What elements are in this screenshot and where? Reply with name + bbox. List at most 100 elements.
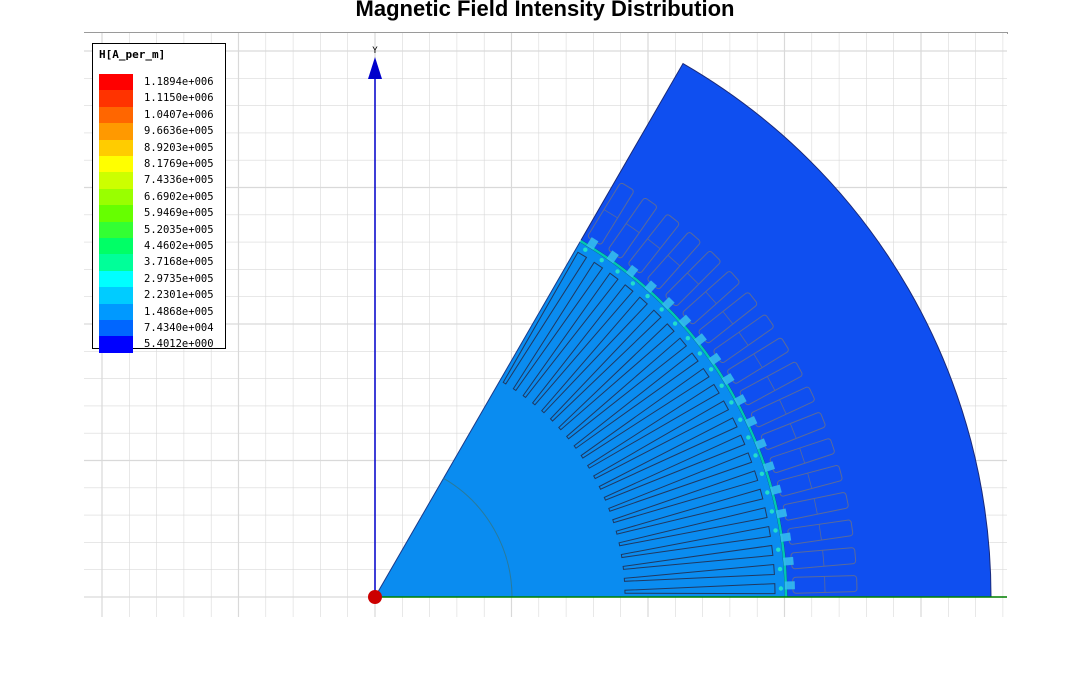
bar-tip-highlight xyxy=(773,528,778,533)
slot-opening xyxy=(661,297,675,310)
legend-value: 2.9735e+005 xyxy=(144,272,214,285)
legend-swatch xyxy=(99,221,133,238)
bar-tip-highlight xyxy=(729,400,734,405)
slot-opening xyxy=(733,394,747,406)
rotor-bar xyxy=(618,507,768,547)
slot-opening xyxy=(780,532,792,542)
stator-slot xyxy=(694,292,758,346)
y-axis-arrowhead xyxy=(368,57,382,79)
legend-value: 8.9203e+005 xyxy=(144,141,214,154)
slot-opening xyxy=(762,461,776,473)
slot-divider xyxy=(766,376,776,391)
rotor-bar xyxy=(624,583,776,595)
legend-swatch xyxy=(99,254,133,271)
bar-tip-highlight xyxy=(769,509,775,514)
rotor-bar xyxy=(522,272,619,399)
color-legend[interactable]: H[A_per_m] 1.1894e+006 1.1150e+006 1.0407e… xyxy=(92,43,226,353)
slot-opening xyxy=(744,415,758,428)
stator-slot xyxy=(754,412,826,450)
field-plot-canvas[interactable]: Y xyxy=(84,33,1007,617)
legend-entry: 5.4012e+000 xyxy=(99,336,225,353)
bar-tip-highlight xyxy=(738,417,743,422)
rotor-bar xyxy=(598,417,738,490)
slot-divider xyxy=(722,311,734,325)
legend-swatch xyxy=(99,238,133,255)
origin-marker xyxy=(368,590,382,604)
legend-swatch xyxy=(99,123,133,140)
legend-title: H[A_per_m] xyxy=(99,48,166,61)
legend-swatch xyxy=(99,172,133,189)
field-plot-viewport[interactable]: Y xyxy=(84,33,1007,617)
stator-slot xyxy=(780,519,854,545)
legend-entry: 9.6636e+005 xyxy=(99,123,225,140)
legend-swatch xyxy=(99,74,133,91)
slot-opening xyxy=(754,438,767,450)
legend-entry: 7.4340e+004 xyxy=(99,320,225,337)
legend-value: 1.4868e+005 xyxy=(144,305,214,318)
rotor-bar xyxy=(565,337,688,440)
bar-tip-highlight xyxy=(685,336,691,341)
bar-tip-highlight xyxy=(583,247,588,252)
bar-tip-highlight xyxy=(645,293,650,299)
legend-value: 8.1769e+005 xyxy=(144,158,214,170)
legend-swatch xyxy=(99,156,133,173)
legend-entry: 7.4336e+005 xyxy=(99,172,225,189)
legend-swatch xyxy=(99,205,133,222)
slot-opening xyxy=(625,264,639,278)
slot-opening xyxy=(783,556,794,566)
slot-divider xyxy=(705,291,717,304)
slot-opening xyxy=(784,581,795,590)
stator-slot xyxy=(770,464,843,497)
legend-swatch xyxy=(99,336,133,353)
bar-tip-highlight xyxy=(746,435,751,440)
bar-tip-highlight xyxy=(753,453,758,458)
shaft-boundary xyxy=(443,477,513,598)
stator-slot xyxy=(644,232,701,294)
slot-opening xyxy=(586,237,599,250)
slot-divider xyxy=(603,209,618,219)
stator-slot xyxy=(625,214,680,278)
legend-swatch xyxy=(99,106,133,124)
rotor-bar xyxy=(531,284,634,406)
rotor-bar xyxy=(623,563,775,582)
bar-tip-highlight xyxy=(659,307,664,312)
slot-divider xyxy=(818,524,822,541)
legend-entry: 8.1769e+005 xyxy=(99,156,225,173)
stator-slots xyxy=(586,182,858,594)
legend-entry: 1.4868e+005 xyxy=(99,303,225,320)
stator-slot xyxy=(744,386,815,428)
rotor-bar xyxy=(502,251,588,385)
legend-value: 1.0407e+006 xyxy=(144,108,214,121)
legend-entry: 1.0407e+006 xyxy=(99,106,225,124)
rotor-bar xyxy=(608,452,753,512)
bar-tip-highlight xyxy=(697,351,703,356)
rotor-bar xyxy=(620,525,771,559)
bar-tip-highlight xyxy=(708,367,714,372)
legend-entry: 4.4602e+005 xyxy=(99,238,225,255)
rotor-bar xyxy=(580,367,710,459)
stator-slot xyxy=(733,361,803,406)
stator-slot xyxy=(783,547,857,570)
slot-divider xyxy=(807,472,813,489)
bar-tip-highlight xyxy=(776,547,781,552)
legend-entry: 2.9735e+005 xyxy=(99,270,225,288)
stator-slot xyxy=(586,182,634,250)
slot-divider xyxy=(822,550,825,567)
stator-slot xyxy=(762,438,835,474)
legend-swatch xyxy=(99,188,133,206)
slot-opening xyxy=(708,352,722,366)
slot-divider xyxy=(779,399,787,415)
bar-tip-highlight xyxy=(615,269,620,274)
legend-value: 2.2301e+005 xyxy=(144,289,214,302)
legend-value: 4.4602e+005 xyxy=(144,240,214,252)
legend-value: 5.4012e+000 xyxy=(144,338,214,351)
legend-entry: 2.2301e+005 xyxy=(99,287,225,304)
slot-opening xyxy=(721,373,735,386)
rotor-bar xyxy=(615,488,764,535)
bar-tip-highlight xyxy=(719,383,724,388)
slot-opening xyxy=(606,250,619,264)
legend-value: 7.4340e+004 xyxy=(144,322,214,334)
rotor-bar xyxy=(622,544,774,570)
y-axis-label: Y xyxy=(372,46,378,56)
legend-swatch xyxy=(99,270,133,288)
